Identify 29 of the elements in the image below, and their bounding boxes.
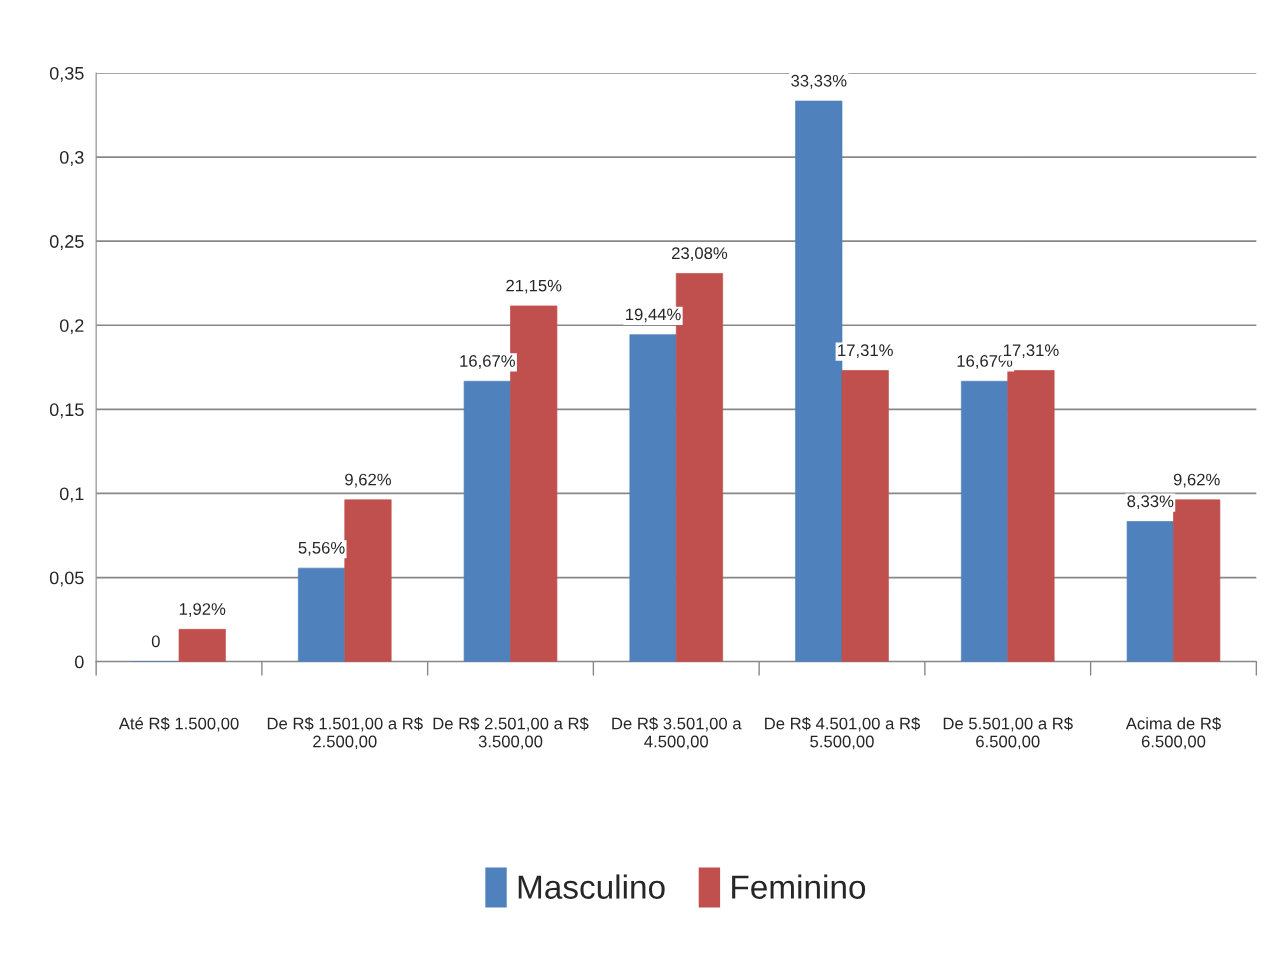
x-tick-label: De R$ 4.501,00 a R$ 5.500,00 xyxy=(765,716,921,750)
x-tick-label: Acima de R$ 6.500,00 xyxy=(1125,716,1221,750)
y-tick-label: 0,35 xyxy=(49,66,84,82)
y-tick-label: 0 xyxy=(75,655,84,669)
y-tick-label: 0,2 xyxy=(59,319,84,335)
data-label: 21,15% xyxy=(506,279,562,294)
legend-label: Masculino xyxy=(518,874,665,899)
y-tick-label: 0,3 xyxy=(59,151,84,166)
x-tick-label: De R$ 2.501,00 a R$ 3.500,00 xyxy=(433,716,589,750)
legend-label: Feminino xyxy=(732,874,866,899)
data-label: 1,92% xyxy=(179,603,226,617)
data-label: 9,62% xyxy=(345,473,392,488)
data-label: 5,56% xyxy=(298,541,345,556)
x-tick-label: De R$ 3.501,00 a 4.500,00 xyxy=(612,716,742,750)
data-label: 9,62% xyxy=(1173,473,1220,488)
x-tick-label: De 5.501,00 a R$ 6.500,00 xyxy=(943,716,1073,750)
data-label: 19,44% xyxy=(626,308,681,323)
data-label: 17,31% xyxy=(838,344,893,359)
data-label: 8,33% xyxy=(1127,495,1174,510)
data-label: 23,08% xyxy=(672,247,728,262)
y-tick-label: 0,1 xyxy=(59,487,84,503)
y-tick-label: 0,05 xyxy=(49,571,84,587)
data-label: 0 xyxy=(151,635,160,648)
x-tick-label: De R$ 1.501,00 a R$ 2.500,00 xyxy=(267,716,423,750)
y-tick-label: 0,15 xyxy=(49,403,84,419)
data-label: 16,67% xyxy=(460,355,515,369)
data-label: 33,33% xyxy=(791,74,847,89)
x-tick-label: Até R$ 1.500,00 xyxy=(118,716,239,732)
y-tick-label: 0,25 xyxy=(49,235,84,251)
